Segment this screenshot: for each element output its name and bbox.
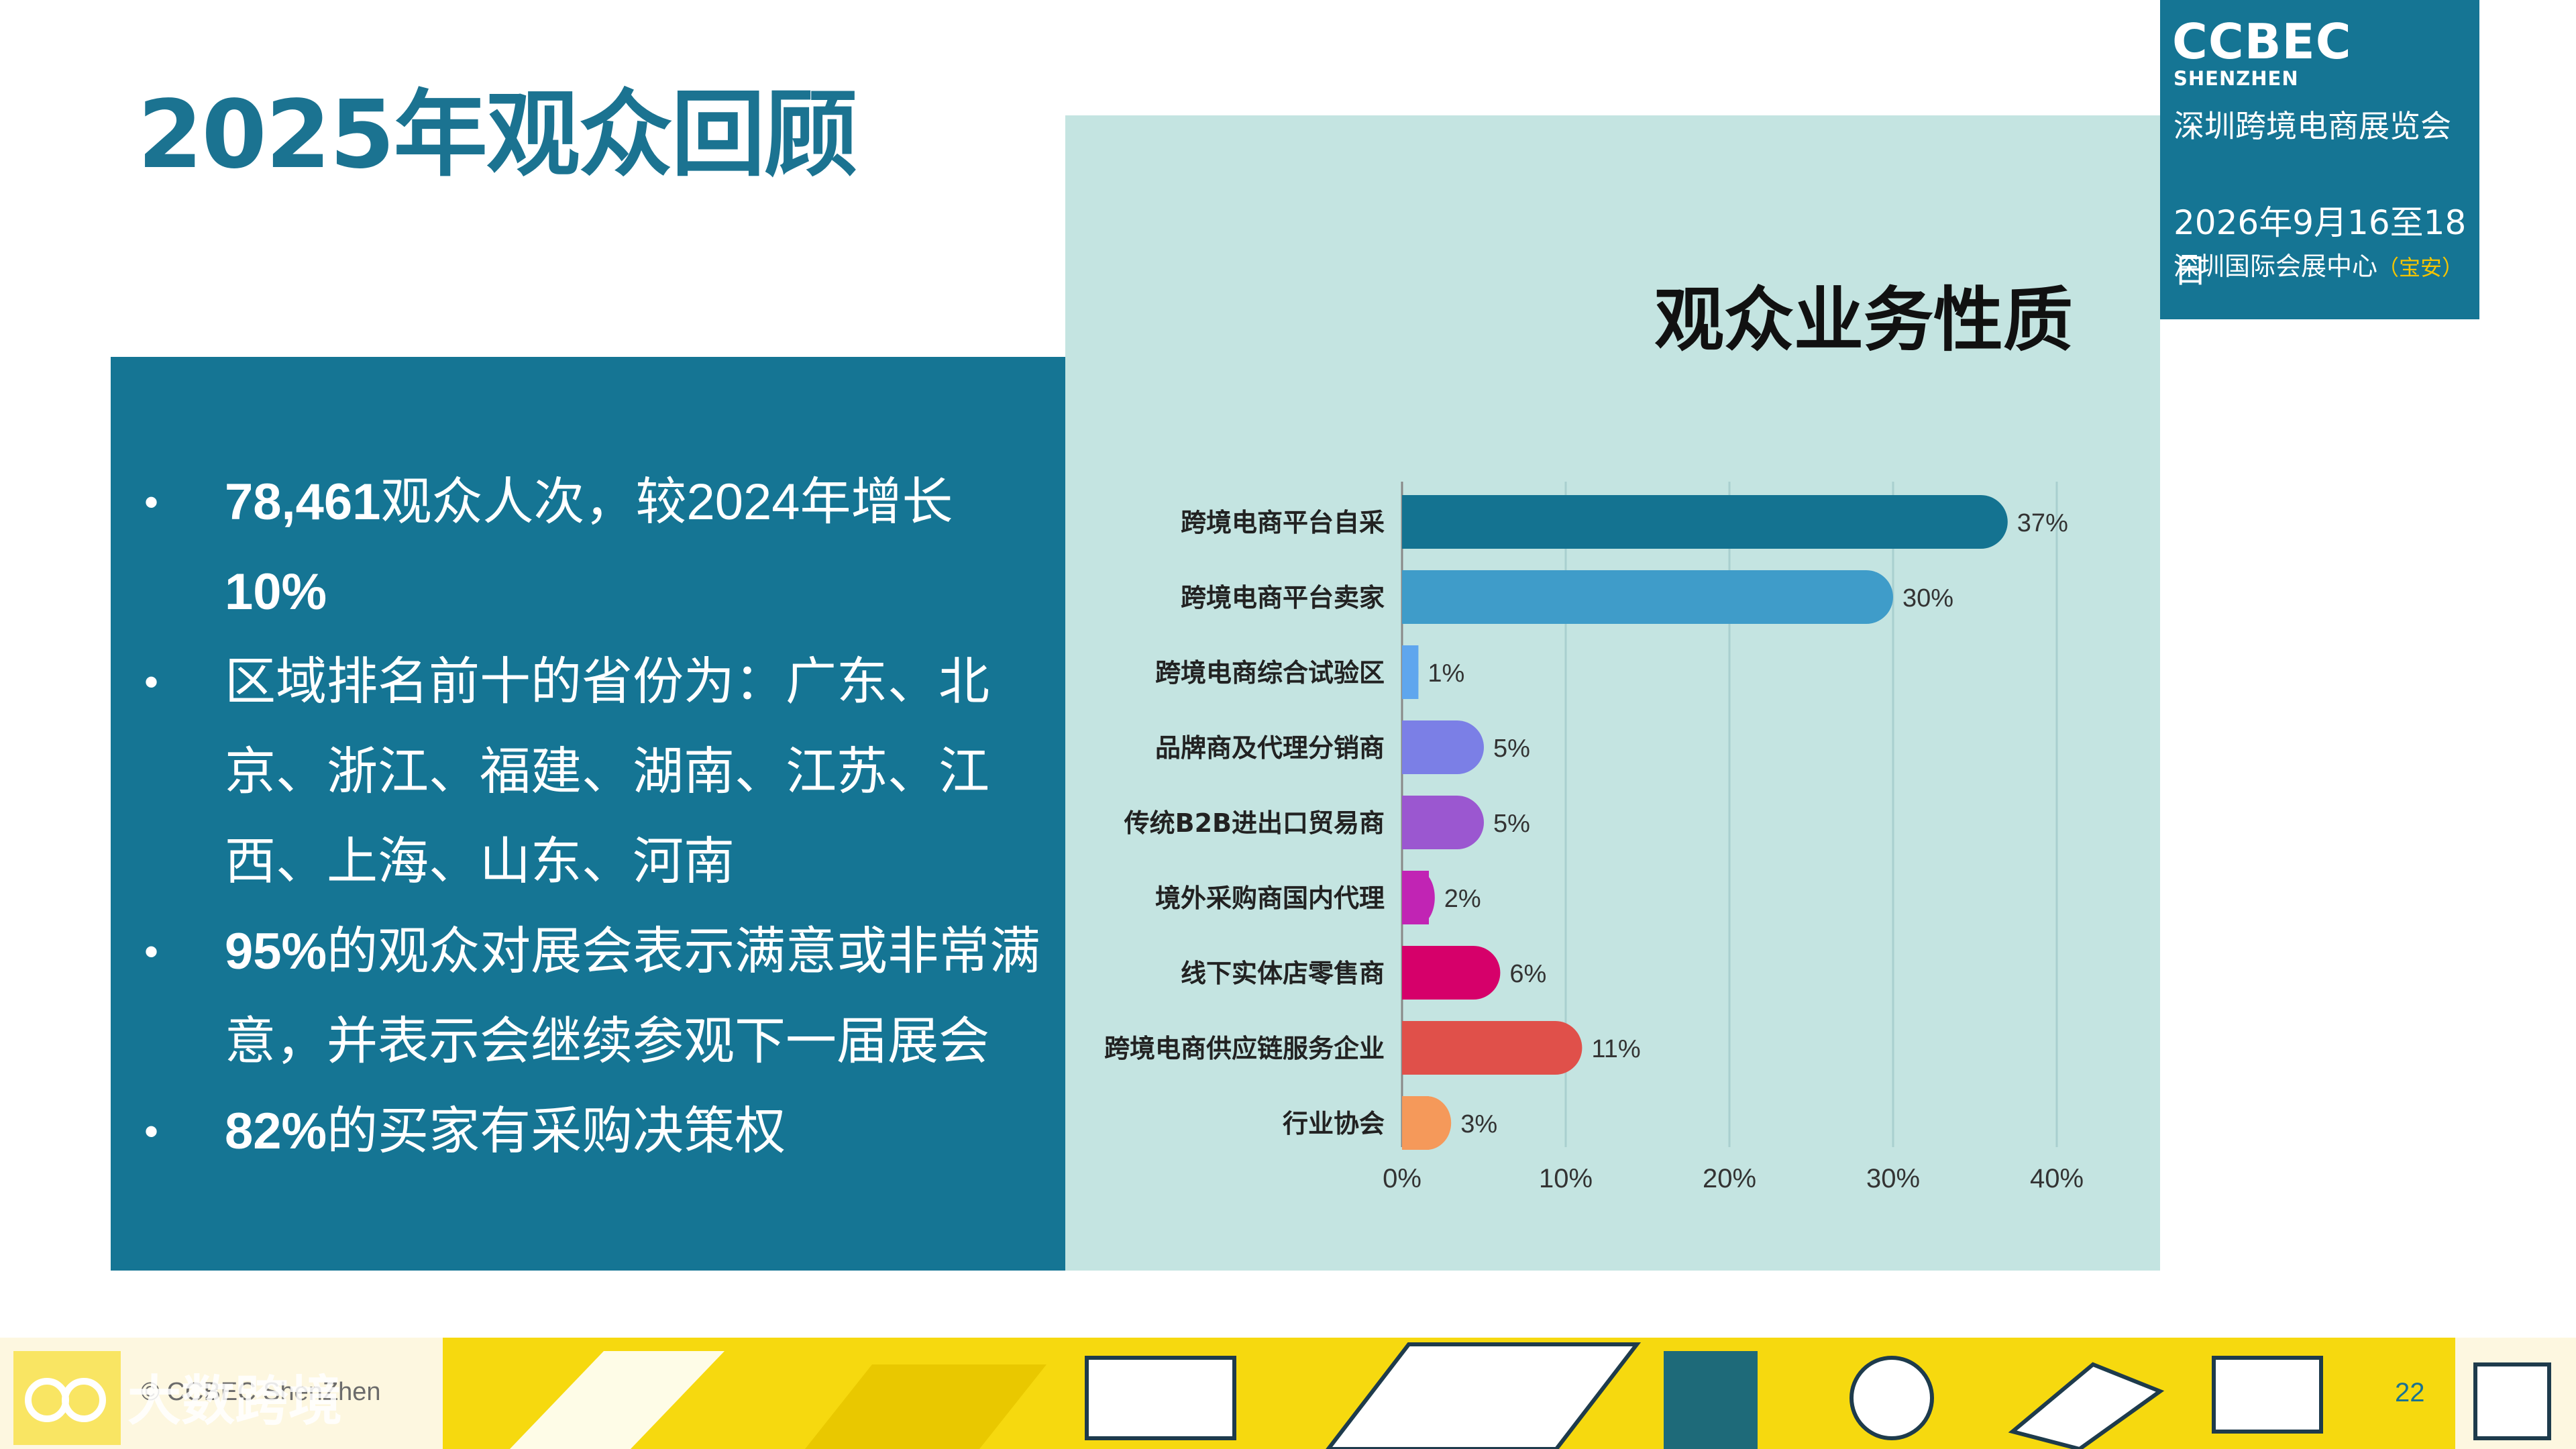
bar-base-8 [1402, 1021, 1429, 1075]
bullet-list: 78,461观众人次，较2024年增长 10% 区域排名前十的省份为：广东、北京、… [111, 458, 1065, 1177]
bullet-item-1: 78,461观众人次，较2024年增长 10% [111, 458, 1065, 637]
bullet-3-text: 的观众对展会表示满意或非常满意，并表示会继续参观下一届展会 [225, 923, 1041, 1070]
x-tick-label-2: 20% [1703, 1164, 1756, 1193]
footer-banner: © CCBEC ShenZhen 22 大数跨境 [0, 1338, 2576, 1449]
bar-base-7 [1402, 946, 1429, 1000]
data-label-6: 2% [1444, 885, 1481, 913]
summary-panel: 78,461观众人次，较2024年增长 10% 区域排名前十的省份为：广东、北京、… [111, 357, 1065, 1271]
event-info-box: CCBEC SHENZHEN 深圳跨境电商展览会 2026年9月16至18日 深… [2160, 0, 2479, 319]
data-label-2: 30% [1902, 584, 1953, 612]
slide-title: 2025年观众回顾 [138, 80, 858, 190]
x-tick-label-1: 10% [1539, 1164, 1593, 1193]
venue-name: 深圳国际会展中心 [2174, 252, 2378, 281]
data-label-9: 3% [1460, 1110, 1497, 1138]
data-label-5: 5% [1493, 810, 1530, 838]
bar-8 [1402, 1021, 1582, 1075]
bullet-4-text: 的买家有采购决策权 [327, 1103, 786, 1160]
bullet-item-4: 82%的买家有采购决策权 [111, 1087, 1065, 1177]
bar-base-2 [1402, 570, 1429, 624]
category-label-3: 跨境电商综合试验区 [1155, 658, 1385, 688]
bullet-item-3: 95%的观众对展会表示满意或非常满意，并表示会继续参观下一届展会 [111, 907, 1065, 1087]
x-tick-label-4: 40% [2030, 1164, 2084, 1193]
footer-copyright: © CCBEC ShenZhen [141, 1378, 381, 1406]
category-label-6: 境外采购商国内代理 [1155, 883, 1385, 913]
data-label-4: 5% [1493, 735, 1530, 763]
event-date: 2026年9月16至18日 [2174, 203, 2467, 290]
brand-logo-text: CCBEC [2172, 13, 2352, 70]
event-venue: 深圳国际会展中心（宝安） [2174, 246, 2463, 282]
bar-base-6 [1402, 871, 1429, 924]
category-label-2: 跨境电商平台卖家 [1181, 583, 1385, 612]
venue-tag: （宝安） [2377, 255, 2464, 280]
bar-base-5 [1402, 796, 1429, 849]
bar-chart: 0% 10% 20% 30% 40% 跨境电商平台自采 37% 跨境电商平台卖家 30% 跨境电商… [1104, 482, 2084, 1193]
bar-base-9 [1402, 1096, 1429, 1150]
bullet-2-text: 区域排名前十的省份为：广东、北京、浙江、福建、湖南、江苏、江西、上海、山东、河南 [225, 653, 989, 890]
category-label-9: 行业协会 [1283, 1109, 1385, 1138]
watermark-text: 大数跨境 [127, 1370, 342, 1432]
category-label-4: 品牌商及代理分销商 [1155, 733, 1385, 763]
chart-panel: 观众业务性质 0% 10% 20% 30% 40% 跨境电商平台自采 37% 跨境电商平台卖家… [1065, 115, 2160, 1271]
bullet-1-text: 观众人次，较2024年增长 [380, 474, 953, 531]
category-label-5: 传统B2B进出口贸易商 [1124, 808, 1385, 838]
chart-title: 观众业务性质 [1654, 279, 2073, 361]
data-label-7: 6% [1509, 960, 1546, 988]
bullet-4-highlight: 82% [225, 1103, 327, 1160]
data-label-1: 37% [2017, 509, 2068, 537]
bar-1 [1402, 495, 2008, 549]
bullet-1-highlight: 78,461 [225, 474, 381, 531]
category-label-7: 线下实体店零售商 [1181, 959, 1385, 988]
x-tick-label-0: 0% [1383, 1164, 1421, 1193]
bar-base-4 [1402, 720, 1429, 774]
footer-illustration [13, 1338, 2551, 1449]
watermark: 大数跨境 [20, 1358, 342, 1436]
bullet-item-2: 区域排名前十的省份为：广东、北京、浙江、福建、湖南、江苏、江西、上海、山东、河南 [111, 637, 1065, 907]
data-label-3: 1% [1428, 659, 1464, 688]
watermark-logo-icon [25, 1378, 106, 1422]
bar-base-3 [1402, 645, 1419, 699]
data-label-8: 11% [1591, 1035, 1640, 1063]
brand-subtitle: SHENZHEN [2174, 67, 2299, 90]
bullet-3-highlight: 95% [225, 923, 327, 980]
bar-2 [1402, 570, 1893, 624]
category-label-8: 跨境电商供应链服务企业 [1104, 1034, 1385, 1063]
bar-base-1 [1402, 495, 1429, 549]
category-label-1: 跨境电商平台自采 [1181, 508, 1385, 537]
x-tick-label-3: 30% [1866, 1164, 1920, 1193]
bullet-1-highlight-2: 10% [225, 564, 327, 621]
event-name: 深圳跨境电商展览会 [2174, 108, 2451, 144]
page-number: 22 [2395, 1378, 2425, 1407]
